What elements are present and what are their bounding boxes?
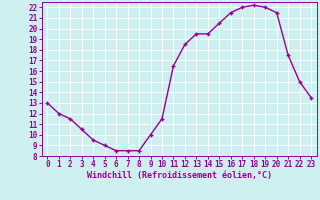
X-axis label: Windchill (Refroidissement éolien,°C): Windchill (Refroidissement éolien,°C)	[87, 171, 272, 180]
